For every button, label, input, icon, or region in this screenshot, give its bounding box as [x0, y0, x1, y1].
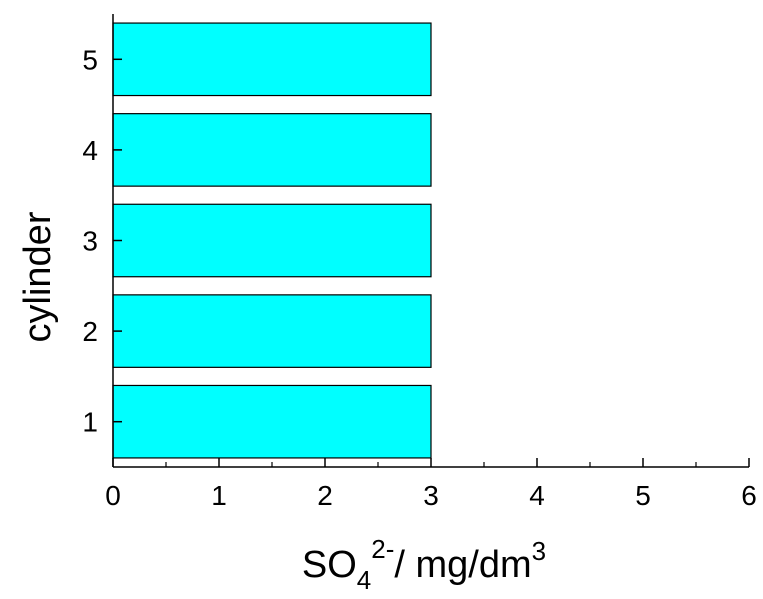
y-tick-label: 4: [82, 135, 98, 166]
y-tick-label: 2: [82, 316, 98, 347]
x-tick-label: 2: [317, 480, 333, 511]
y-ticks-group: 1 2 3 4 5: [82, 44, 122, 438]
x-label-superscript: 2-: [371, 534, 394, 564]
y-tick-label: 3: [82, 226, 98, 257]
x-tick-label: 3: [423, 480, 439, 511]
x-axis-label: SO42-/ mg/dm3: [302, 534, 546, 595]
x-label-unit-superscript: 3: [532, 536, 546, 566]
y-axis-label: cylinder: [17, 211, 59, 342]
x-tick-label: 4: [529, 480, 545, 511]
bar-cylinder-1: [112, 384, 432, 459]
bars-group: [112, 22, 432, 459]
x-tick-label: 5: [635, 480, 651, 511]
x-tick-label: 0: [105, 480, 121, 511]
x-ticks-group: 0 1 2 3 4 5 6: [105, 458, 757, 511]
x-tick-label: 6: [741, 480, 757, 511]
bar-cylinder-5: [112, 22, 432, 97]
bar-cylinder-2: [112, 294, 432, 368]
x-label-subscript: 4: [357, 565, 371, 595]
x-tick-label: 1: [211, 480, 227, 511]
x-label-unit: / mg/dm: [394, 544, 531, 586]
bar-cylinder-3: [112, 203, 432, 278]
x-label-base: SO: [302, 544, 357, 586]
bar-cylinder-4: [112, 113, 432, 187]
y-tick-label: 5: [82, 44, 98, 75]
y-tick-label: 1: [82, 407, 98, 438]
